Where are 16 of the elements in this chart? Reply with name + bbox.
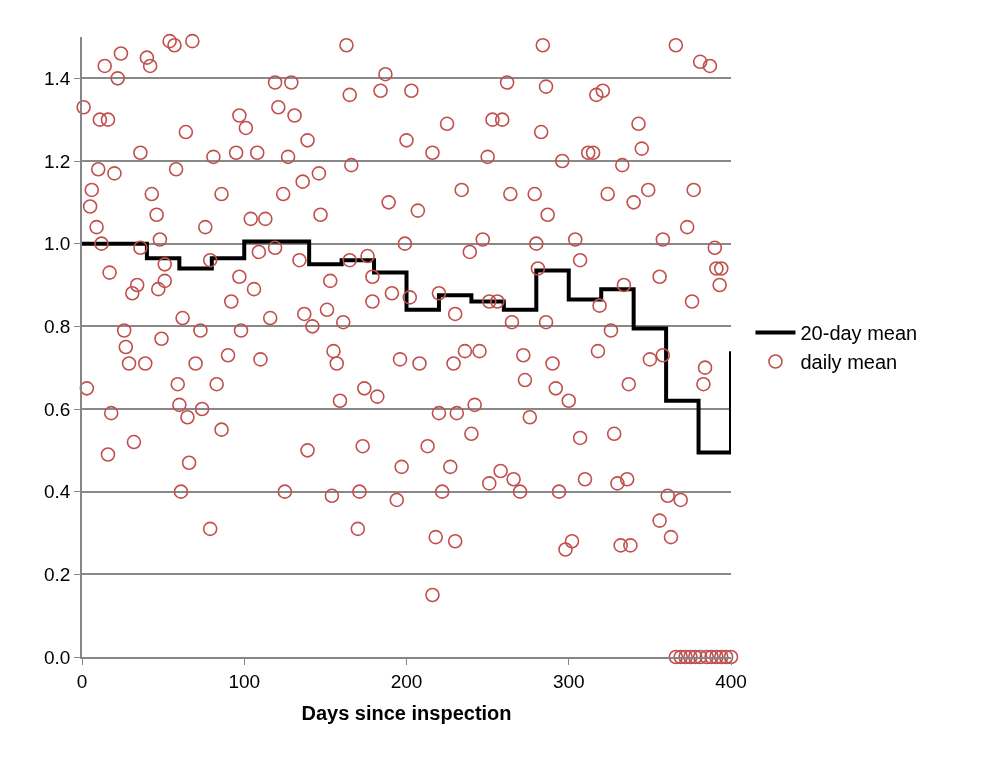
x-tick-label: 400 — [715, 670, 747, 692]
x-axis-title: Days since inspection — [301, 701, 512, 724]
x-tick-label: 300 — [552, 670, 585, 692]
y-tick-label: 0.4 — [44, 481, 71, 503]
y-tick-label: 0.0 — [44, 646, 71, 668]
y-tick-label: 0.8 — [44, 315, 71, 337]
y-tick-label: 1.0 — [44, 233, 71, 255]
y-tick-label: 0.2 — [44, 563, 71, 585]
y-tick-label: 1.4 — [44, 67, 71, 89]
x-tick-label: 200 — [390, 670, 423, 692]
x-tick-label: 0 — [76, 670, 88, 692]
y-tick-label: 1.2 — [44, 150, 71, 172]
legend-label: 20-day mean — [800, 322, 918, 345]
y-tick-label: 0.6 — [44, 398, 71, 420]
x-tick-label: 100 — [228, 670, 261, 692]
legend-label: daily mean — [800, 351, 898, 374]
